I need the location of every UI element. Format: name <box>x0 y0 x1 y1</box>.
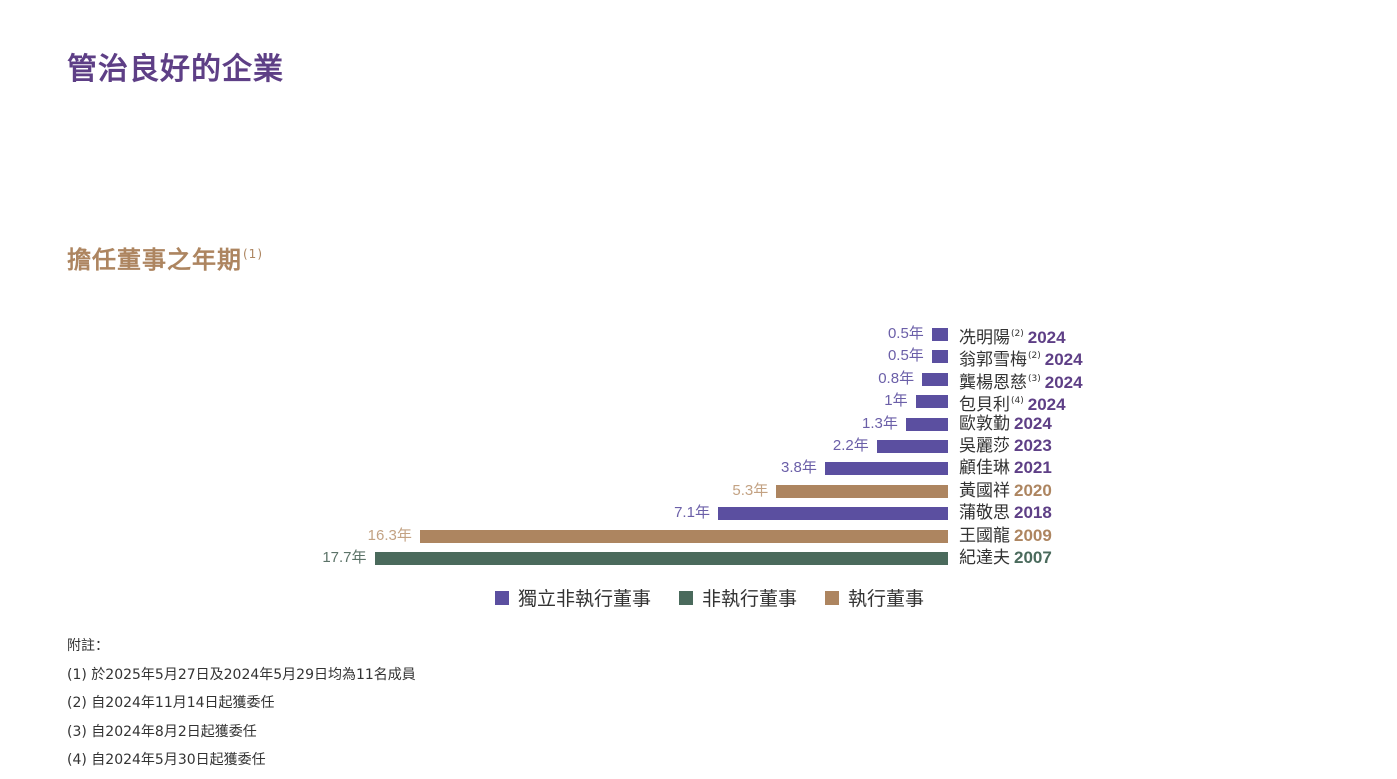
chart-row: 2.2年 吳麗莎 2023 <box>0 435 1397 457</box>
director-label: 龔楊恩慈(3) 2024 <box>959 368 1083 394</box>
bar-value-label: 7.1年 <box>674 504 710 522</box>
chart-row: 5.3年 黃國祥 2020 <box>0 480 1397 502</box>
appointment-year: 2024 <box>1044 372 1083 392</box>
director-name: 冼明陽 <box>959 328 1010 348</box>
director-name: 龔楊恩慈 <box>959 372 1027 393</box>
bar-value-label: 0.5年 <box>887 325 924 342</box>
bar <box>419 529 948 543</box>
bar-value-label: 1年 <box>884 392 908 410</box>
bar <box>717 507 948 521</box>
appointment-year: 2024 <box>1044 350 1083 370</box>
bar <box>374 552 948 565</box>
section-title: 擔任董事之年期(1) <box>67 240 263 275</box>
bar-value-label: 1.3年 <box>862 414 898 432</box>
bar <box>876 440 948 453</box>
footnotes: 附註： (1) 於2025年5月27日及2024年5月29日均為11名成員 (2… <box>67 636 416 779</box>
director-label: 黃國祥 2020 <box>959 480 1052 502</box>
chart-row: 1.3年 歐敦勤 2024 <box>0 413 1397 435</box>
director-name: 吳麗莎 <box>959 436 1010 456</box>
director-label: 王國龍 2009 <box>959 525 1052 547</box>
appointment-year: 2024 <box>1027 395 1066 415</box>
appointment-year: 2018 <box>1014 503 1052 523</box>
director-name: 包貝利 <box>959 395 1010 416</box>
bar <box>931 328 948 341</box>
director-label: 歐敦勤 2024 <box>959 413 1052 435</box>
bar <box>931 350 948 364</box>
legend-swatch-icon <box>679 590 694 605</box>
legend-swatch-icon <box>495 590 509 605</box>
footnote-ref: (1) <box>243 247 263 261</box>
appointment-year: 2024 <box>1027 328 1066 347</box>
footnote-item: (2) 自2024年11月14日起獲委任 <box>67 695 275 711</box>
director-label: 冼明陽(2) 2024 <box>959 323 1066 349</box>
appointment-year: 2023 <box>1014 436 1052 455</box>
legend-item-non-executive: 非執行董事 <box>679 584 797 611</box>
appointment-year: 2020 <box>1014 480 1052 500</box>
footnote-item: (3) 自2024年8月2日起獲委任 <box>67 723 257 740</box>
appointment-year: 2009 <box>1014 525 1052 545</box>
director-name: 紀達夫 <box>959 548 1010 568</box>
director-name: 黃國祥 <box>959 480 1010 501</box>
director-name: 歐敦勤 <box>959 413 1010 434</box>
chart-row: 0.5年 翁郭雪梅(2) 2024 <box>0 345 1397 370</box>
note-ref: (4) <box>1011 396 1024 407</box>
note-ref: (3) <box>1028 373 1041 384</box>
section-title-text: 擔任董事之年期 <box>67 246 242 274</box>
chart-row: 1年 包貝利(4) 2024 <box>0 390 1397 415</box>
director-name: 顧佳琳 <box>959 458 1010 479</box>
legend-item-independent-non-executive: 獨立非執行董事 <box>495 584 651 611</box>
footnote-item: (1) 於2025年5月27日及2024年5月29日均為11名成員 <box>67 666 416 683</box>
bar-value-label: 5.3年 <box>732 481 769 499</box>
appointment-year: 2021 <box>1014 458 1052 478</box>
chart-row: 16.3年 王國龍 2009 <box>0 525 1397 547</box>
footnotes-heading: 附註： <box>67 638 109 654</box>
bar <box>915 395 948 409</box>
page-title: 管治良好的企業 <box>67 52 284 87</box>
director-label: 翁郭雪梅(2) 2024 <box>959 345 1083 371</box>
director-label: 紀達夫 2007 <box>959 547 1052 569</box>
legend-label: 執行董事 <box>848 588 925 610</box>
legend-label: 非執行董事 <box>702 588 798 610</box>
legend-item-executive: 執行董事 <box>825 584 924 611</box>
chart-row: 0.8年 龔楊恩慈(3) 2024 <box>0 368 1397 393</box>
director-label: 包貝利(4) 2024 <box>959 390 1066 416</box>
bar-value-label: 2.2年 <box>832 437 869 454</box>
bar-value-label: 0.5年 <box>887 347 924 365</box>
bar <box>905 417 948 431</box>
bar <box>922 372 948 386</box>
chart-row: 0.5年 冼明陽(2) 2024 <box>0 323 1397 348</box>
note-ref: (2) <box>1028 351 1041 362</box>
bar-value-label: 0.8年 <box>878 369 915 387</box>
bar <box>824 462 948 476</box>
director-label: 顧佳琳 2021 <box>959 457 1052 479</box>
director-name: 翁郭雪梅 <box>959 350 1027 371</box>
note-ref: (2) <box>1011 329 1024 339</box>
chart-legend: 獨立非執行董事 非執行董事 執行董事 <box>495 584 952 611</box>
appointment-year: 2024 <box>1014 413 1052 433</box>
director-label: 蒲敬思 2018 <box>959 502 1052 524</box>
director-name: 王國龍 <box>959 525 1010 546</box>
tenure-bar-chart: 0.5年 冼明陽(2) 2024 0.5年 翁郭雪梅(2) 2024 0.8年 龔楊恩慈(3)… <box>0 323 1397 569</box>
bar <box>776 484 948 498</box>
chart-row: 17.7年 紀達夫 2007 <box>0 547 1397 569</box>
chart-row: 7.1年 蒲敬思 2018 <box>0 502 1397 524</box>
legend-swatch-icon <box>825 590 840 605</box>
bar-value-label: 16.3年 <box>367 526 412 544</box>
director-name: 蒲敬思 <box>959 503 1010 524</box>
bar-value-label: 17.7年 <box>322 549 367 566</box>
footnote-item: (4) 自2024年5月30日起獲委任 <box>67 752 266 768</box>
chart-row: 3.8年 顧佳琳 2021 <box>0 457 1397 479</box>
legend-label: 獨立非執行董事 <box>518 588 652 610</box>
appointment-year: 2007 <box>1014 548 1052 567</box>
director-label: 吳麗莎 2023 <box>959 435 1052 457</box>
bar-value-label: 3.8年 <box>781 459 817 477</box>
